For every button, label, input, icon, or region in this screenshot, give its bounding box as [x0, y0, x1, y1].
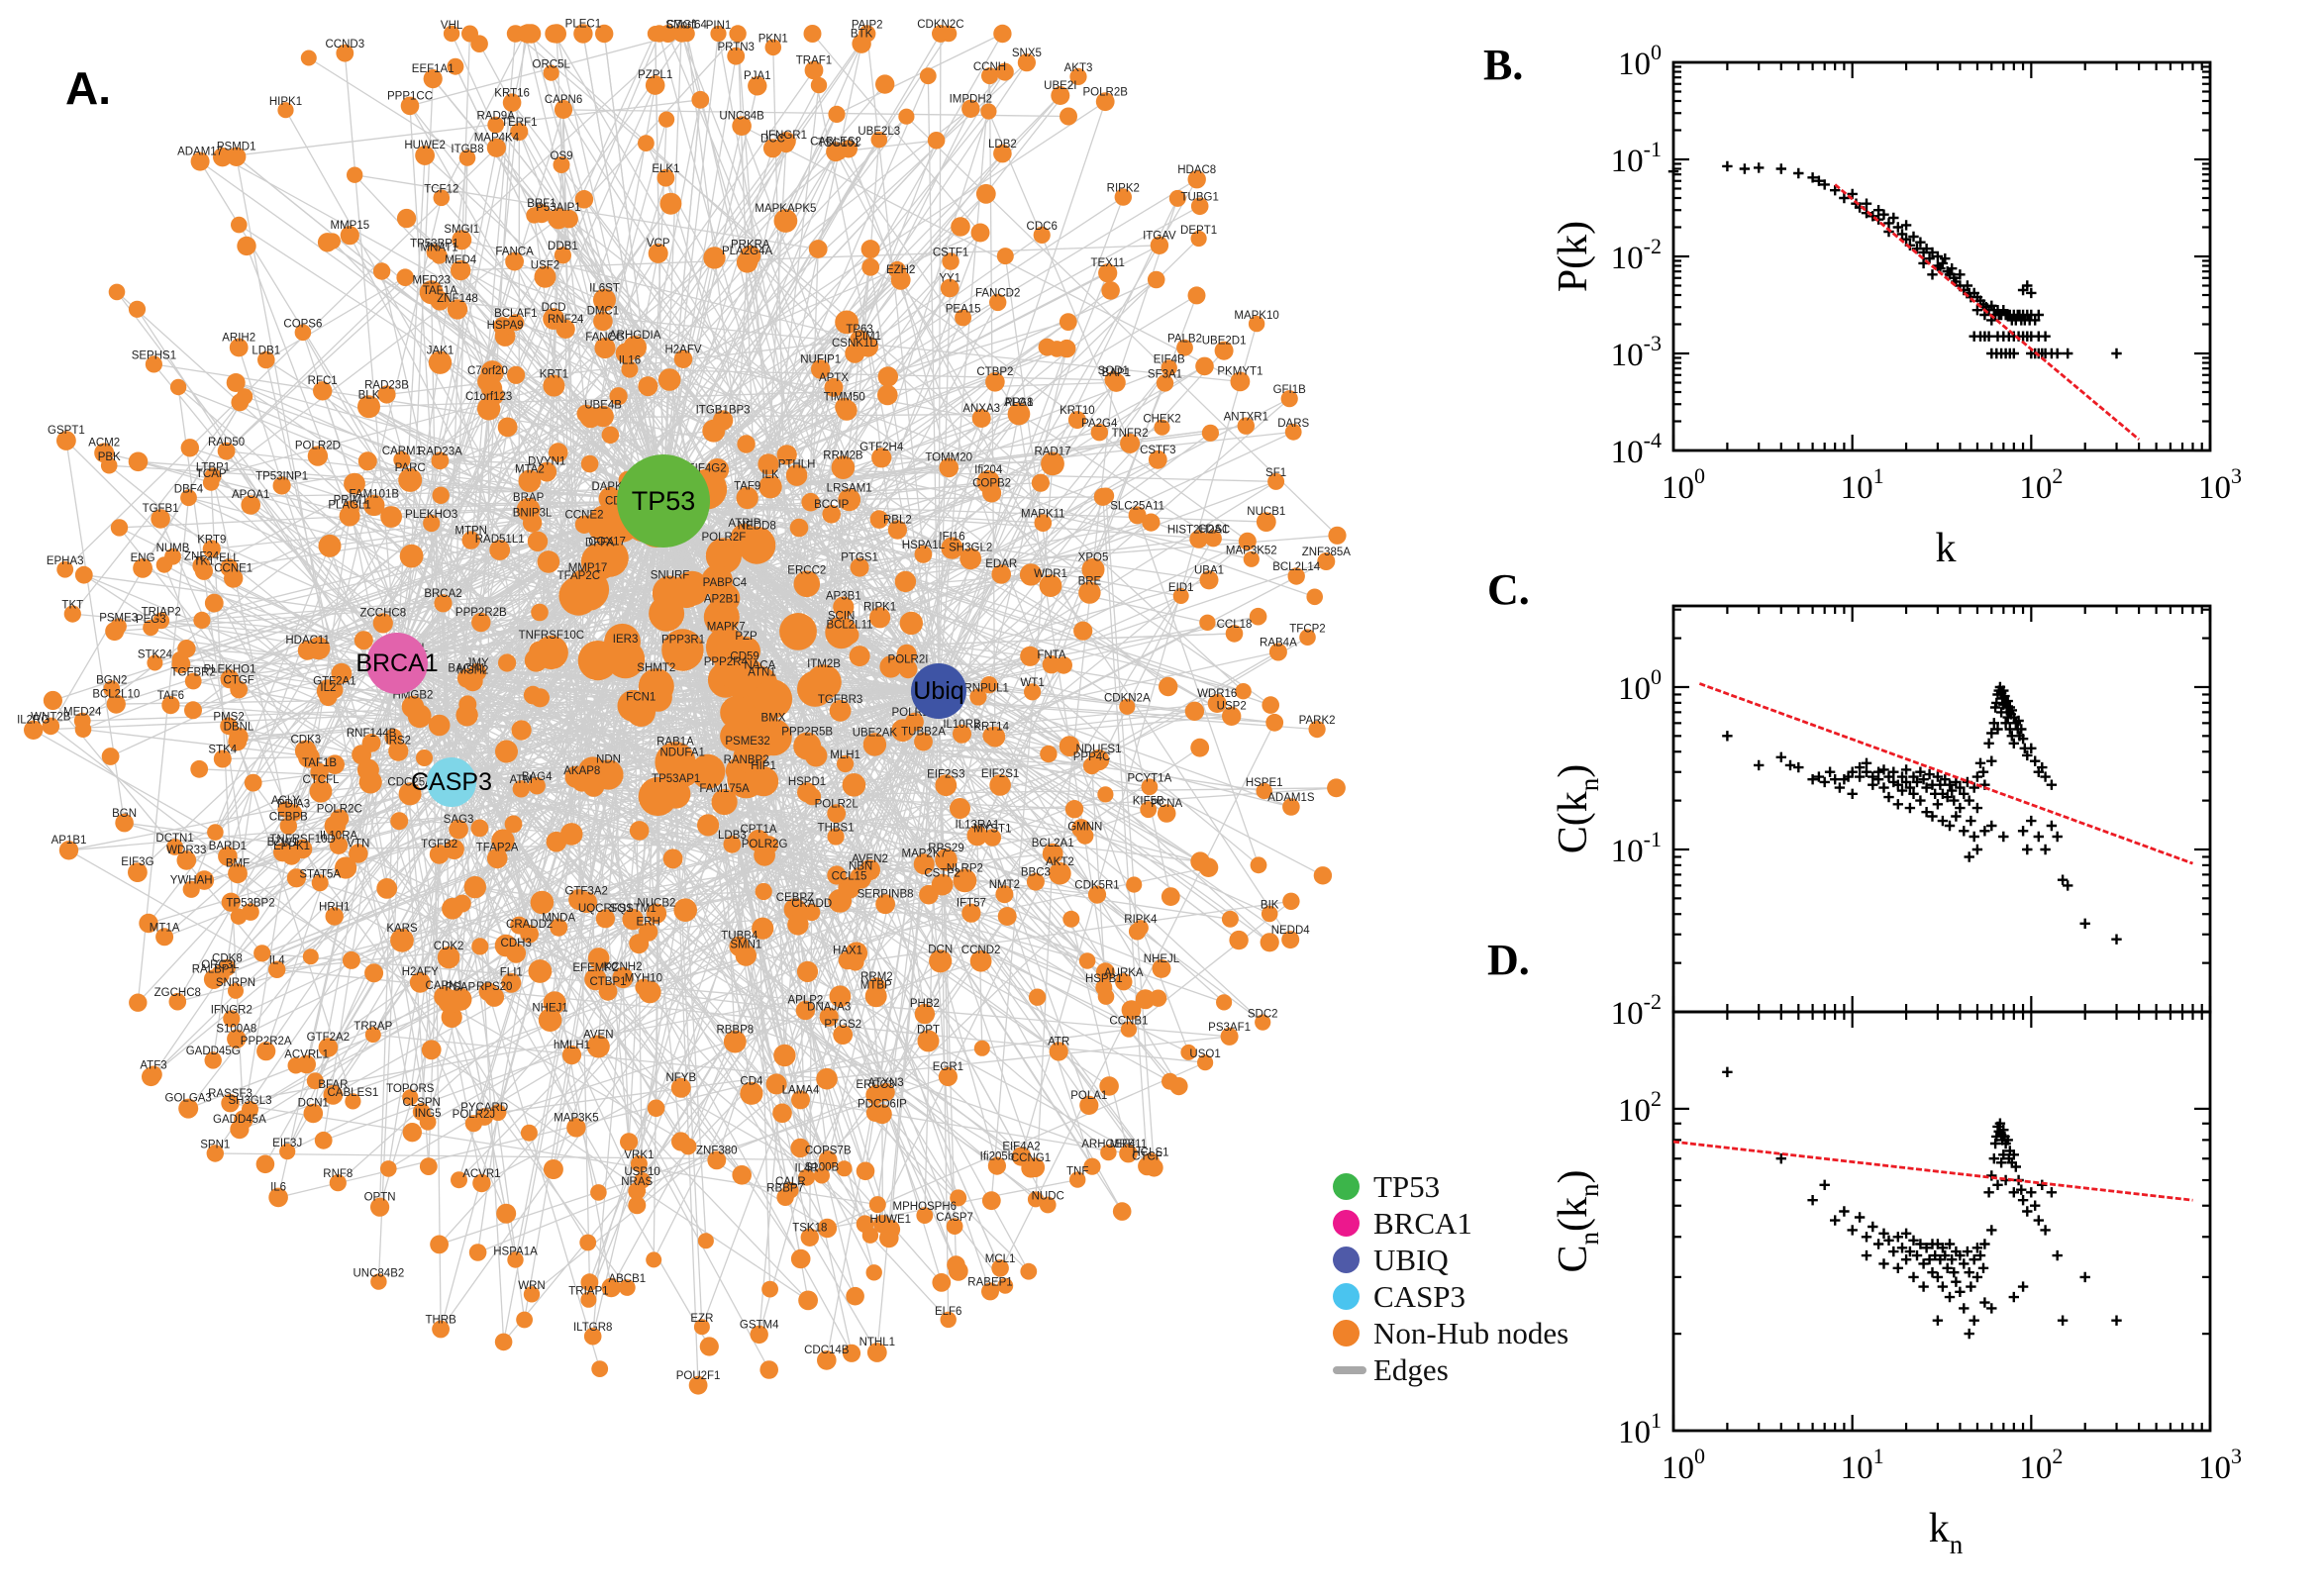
y-tick-label: 101	[1618, 1408, 1662, 1450]
network-edge	[372, 500, 664, 1036]
network-edge	[849, 634, 1128, 708]
y-axis-title: C(kn)	[1551, 764, 1604, 854]
x-tick-label: 102	[2019, 1444, 2063, 1486]
network-edge	[212, 475, 289, 827]
y-axis-title: P(k)	[1551, 221, 1596, 292]
fit-line	[1834, 183, 2141, 441]
fit-line	[1672, 1140, 2193, 1202]
network-edge	[487, 528, 657, 992]
fit-line	[1698, 682, 2193, 865]
x-tick-label: 101	[1841, 463, 1884, 506]
network-edge	[604, 347, 982, 420]
network-edge	[662, 234, 1043, 502]
network-edge	[396, 154, 426, 664]
network-edge	[431, 523, 828, 1229]
network-edge	[938, 367, 1170, 692]
network-edge	[451, 289, 1111, 783]
x-tick-label: 100	[1662, 463, 1705, 506]
network-edge	[507, 148, 850, 428]
network-edge	[228, 725, 362, 755]
y-tick-label: 100	[1618, 664, 1662, 707]
network-edge	[151, 627, 812, 914]
network-edge	[662, 500, 1208, 624]
x-tick-label: 100	[1662, 1444, 1705, 1486]
network-edge	[480, 621, 1107, 998]
y-tick-label: 102	[1618, 1086, 1662, 1129]
y-tick-label: 10-4	[1611, 428, 1662, 470]
x-axis-title: kn	[1929, 1506, 1964, 1559]
network-edge	[838, 150, 1020, 415]
x-tick-label: 103	[2198, 463, 2242, 506]
network-edge	[236, 381, 664, 502]
network-edge	[281, 459, 441, 487]
network-edge	[924, 538, 1214, 1015]
network-edge	[276, 844, 770, 970]
network-edge	[1018, 414, 1107, 972]
network-graph: CEBPZTAF1AELLDBF4TAF1BCABLES2CCNE2LAMA4O…	[17, 18, 1351, 1395]
network-edge	[369, 781, 429, 1123]
network-edge	[716, 763, 847, 1161]
panel-c-chart: 100 10-1 10-2 C(kn)	[1551, 604, 2212, 1032]
network-edge	[170, 704, 1092, 767]
y-tick-label: 100	[1618, 40, 1662, 82]
network-edge	[238, 736, 930, 896]
x-tick-label: 103	[2198, 1444, 2242, 1486]
x-axis-title: k	[1936, 526, 1957, 571]
network-edge	[990, 495, 1107, 737]
network-edge	[869, 266, 940, 692]
y-tick-label: 10-3	[1611, 331, 1662, 373]
network-edge	[1080, 747, 1201, 830]
network-edge	[327, 242, 1151, 788]
x-tick-label: 101	[1841, 1444, 1884, 1486]
scatter-points	[1722, 681, 2122, 945]
network-edge	[285, 808, 512, 984]
y-tick-label: 10-2	[1611, 989, 1662, 1032]
y-axis-title: Cn(kn)	[1551, 1169, 1604, 1272]
x-tick-label: 102	[2019, 463, 2063, 506]
network-edge	[514, 260, 848, 411]
axis-ticks	[1671, 1012, 2212, 1433]
network-edge	[629, 368, 1114, 381]
y-tick-label: 10-2	[1611, 234, 1662, 276]
network-edge	[568, 218, 1169, 688]
network-edge	[592, 785, 630, 1143]
network-edge	[210, 218, 559, 484]
scatter-points	[1722, 1066, 2122, 1340]
network-edge	[226, 276, 406, 452]
axis-ticks	[1671, 606, 2212, 1014]
network-edge	[900, 279, 950, 468]
scatter-points	[1667, 160, 2122, 359]
network-edge	[288, 781, 453, 827]
network-edge	[662, 193, 987, 502]
y-tick-label: 10-1	[1611, 827, 1662, 869]
network-edge	[789, 918, 1072, 1191]
y-tick-label: 10-1	[1611, 137, 1662, 179]
network-edge	[604, 119, 667, 349]
network-edge	[1018, 413, 1214, 540]
network-edge	[292, 326, 504, 814]
network-edge	[396, 662, 801, 1148]
network-edge	[553, 318, 572, 835]
network-edge	[528, 690, 940, 1134]
